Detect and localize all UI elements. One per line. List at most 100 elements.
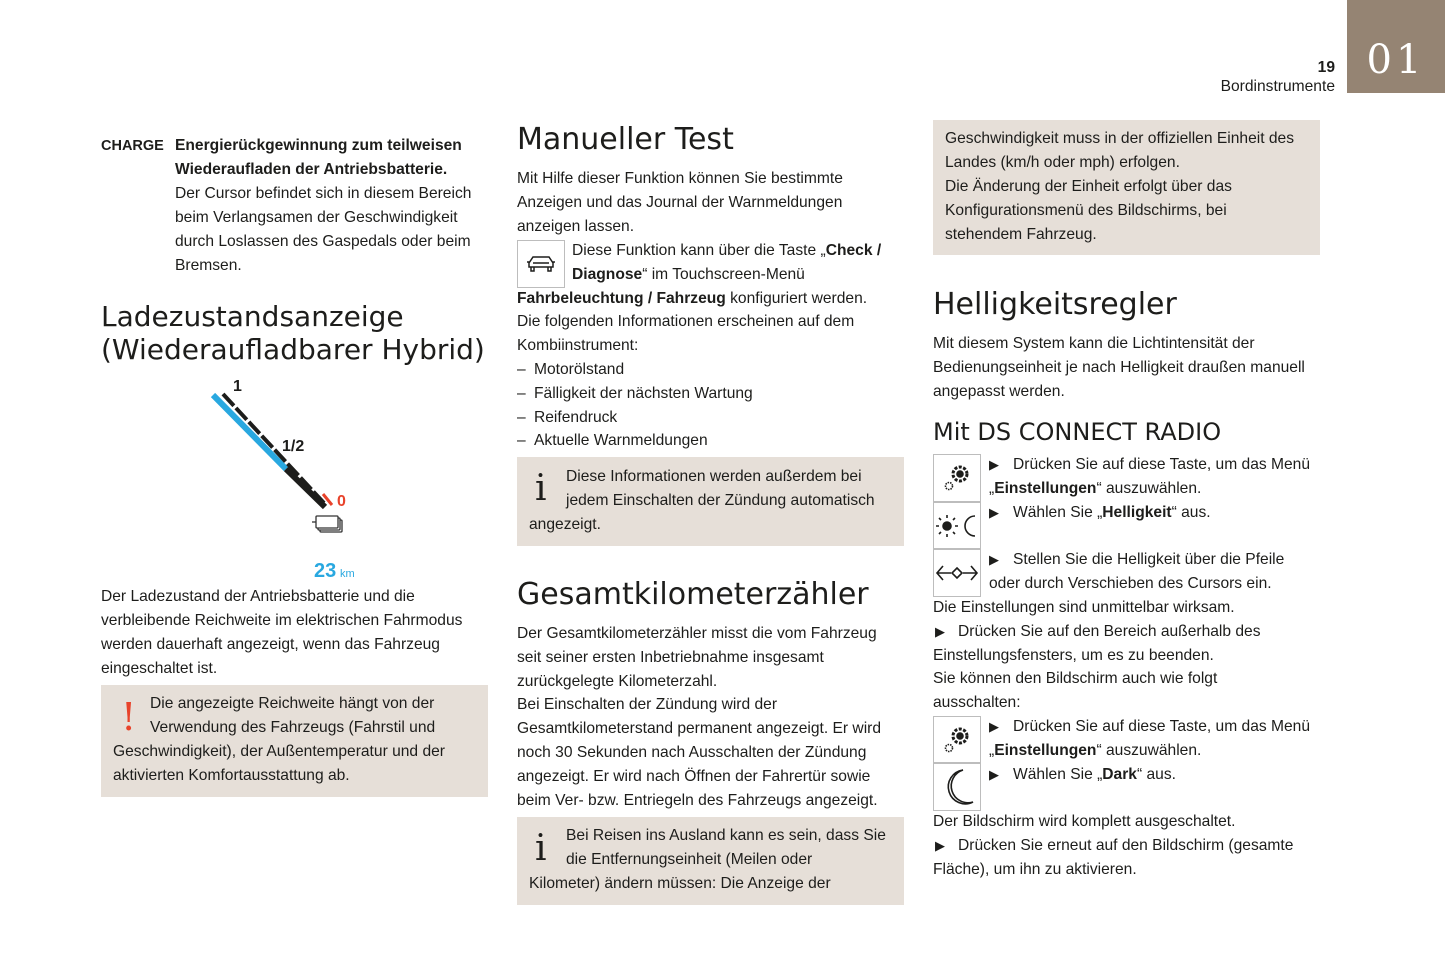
text-line: die Entfernungseinheit (Meilen oder — [566, 851, 813, 868]
bullet-icon: ▶ — [935, 838, 945, 853]
list-item: – Fälligkeit der nächsten Wartung — [517, 382, 753, 406]
text-line: ausschalten: — [933, 694, 1021, 711]
battery-icon — [312, 515, 343, 533]
range-unit: km — [340, 568, 355, 580]
text-line: Die Änderung der Einheit erfolgt über da… — [945, 178, 1232, 195]
text: “ auszuwählen. — [1096, 742, 1202, 759]
gauge-blue-bar — [210, 392, 289, 472]
gauge-black-track — [221, 392, 326, 505]
text-line: Mit diesem System kann die Lichtintensit… — [933, 335, 1255, 352]
text-line: jedem Einschalten der Zündung automatisc… — [566, 492, 875, 509]
text-line: Bedienungseinheit je nach Helligkeit dra… — [933, 359, 1305, 376]
text-line: Der Cursor befindet sich in diesem Berei… — [175, 185, 472, 202]
text-line: verbleibende Reichweite im elektrischen … — [101, 612, 463, 629]
dash: – — [517, 385, 526, 402]
text-line: noch 30 Sekunden nach Ausschalten der Zü… — [517, 744, 867, 761]
list-item-text: Fälligkeit der nächsten Wartung — [534, 385, 753, 402]
gauge-label-empty: 0 — [337, 493, 346, 510]
list-item: – Aktuelle Warnmeldungen — [517, 429, 708, 453]
dash: – — [517, 361, 526, 378]
step-line: ▶ Wählen Sie „Dark“ aus. — [989, 763, 1176, 787]
text-line: Diese Informationen werden außerdem bei — [566, 468, 862, 485]
dash: – — [517, 432, 526, 449]
text-line: Konfigurationsmenü des Bildschirms, bei — [945, 202, 1227, 219]
text: Diese Funktion kann über die Taste „ — [572, 242, 826, 259]
text: Drücken Sie auf diese Taste, um das Menü — [1013, 456, 1311, 473]
text-line: Fahrbeleuchtung / Fahrzeug konfiguriert … — [517, 287, 867, 311]
gauge-label-full: 1 — [233, 378, 242, 395]
dash: – — [517, 409, 526, 426]
text: “ im Touchscreen-Menü — [642, 266, 805, 283]
text-line: durch Loslassen des Gaspedals oder beim — [175, 233, 471, 250]
text-line: aktivierten Komfortausstattung ab. — [113, 767, 350, 784]
text: Wählen Sie „ — [1013, 504, 1103, 521]
gauge-black-bar — [283, 466, 328, 510]
exclamation-icon: ! — [121, 695, 137, 739]
text-line: stehendem Fahrzeug. — [945, 226, 1097, 243]
text: „ — [989, 480, 995, 497]
text: “ aus. — [1136, 766, 1176, 783]
arrows-button-icon — [933, 549, 981, 597]
text-line: anzeigen lassen. — [517, 218, 635, 235]
chapter-tab[interactable]: 01 — [1347, 0, 1445, 93]
list-item-text: Aktuelle Warnmeldungen — [534, 432, 708, 449]
text-line: Der Bildschirm wird komplett ausgeschalt… — [933, 813, 1236, 830]
text-line: Sie können den Bildschirm auch wie folgt — [933, 670, 1218, 687]
text-line: seit seiner ersten Inbetriebnahme insges… — [517, 649, 824, 666]
heading-brightness: Helligkeitsregler — [933, 287, 1177, 322]
bullet-icon: ▶ — [989, 719, 999, 734]
text: Drücken Sie erneut auf den Bildschirm (g… — [958, 837, 1294, 854]
step-line: ▶ Drücken Sie auf diese Taste, um das Me… — [989, 453, 1310, 477]
menu-term: Check / — [825, 242, 882, 259]
moon-icon — [947, 769, 974, 805]
text-line: angepasst werden. — [933, 383, 1065, 400]
charge-label: CHARGE — [101, 138, 164, 154]
list-item-text: Motorölstand — [534, 361, 625, 378]
text-line: Fläche), um ihn zu aktivieren. — [933, 861, 1137, 878]
menu-term: Helligkeit — [1102, 504, 1172, 521]
settings-icon — [944, 727, 969, 752]
brightness-icon — [936, 514, 976, 537]
text-line: Die Einstellungen sind unmittelbar wirks… — [933, 599, 1235, 616]
text-line: Diese Funktion kann über die Taste „Chec… — [572, 239, 881, 263]
step-line: ▶ Stellen Sie die Helligkeit über die Pfe… — [989, 548, 1284, 572]
list-item: – Reifendruck — [517, 406, 617, 430]
text-line: Der Gesamtkilometerzähler misst die vom … — [517, 625, 877, 642]
text-line: beim Verlangsamen der Geschwindigkeit — [175, 209, 458, 226]
warning-box: ! Die angezeigte Reichweite hängt von de… — [101, 685, 488, 797]
text-line: werden dauerhaft angezeigt, wenn das Fah… — [101, 636, 440, 653]
text-line: Bei Reisen ins Ausland kann es sein, das… — [566, 827, 886, 844]
step-line: ▶ Drücken Sie erneut auf den Bildschirm (… — [935, 834, 1293, 858]
text-line: Kilometer) ändern müssen: Die Anzeige de… — [529, 875, 831, 892]
heading-odometer: Gesamtkilometerzähler — [517, 577, 869, 612]
text-line: angezeigt. Er wird nach Öffnen der Fahre… — [517, 768, 871, 785]
info-icon: i — [535, 468, 547, 509]
dark-button-icon — [933, 763, 981, 811]
text: konfiguriert werden. — [725, 290, 868, 307]
text-line: „Einstellungen“ auszuwählen. — [989, 477, 1201, 501]
section-title: Bordinstrumente — [1220, 78, 1335, 95]
gauge-red-zone — [321, 493, 334, 506]
car-icon — [527, 256, 555, 272]
gauge-label-half: 1/2 — [282, 438, 304, 455]
text-line: Wiederaufladen der Antriebsbatterie. — [175, 161, 448, 178]
settings-button-icon — [933, 716, 981, 763]
heading-charge-indicator: Ladezustandsanzeige (Wiederaufladbarer H… — [101, 300, 485, 366]
text-line: angezeigt. — [529, 516, 601, 533]
text: „ — [989, 742, 995, 759]
step-line: ▶ Wählen Sie „Helligkeit“ aus. — [989, 501, 1211, 525]
text-line: Anzeigen und das Journal der Warnmeldung… — [517, 194, 843, 211]
step-line: ▶ Drücken Sie auf diese Taste, um das Men… — [989, 715, 1310, 739]
text: “ auszuwählen. — [1096, 480, 1202, 497]
text: Drücken Sie auf diese Taste, um das Menü — [1013, 718, 1311, 735]
info-icon: i — [535, 828, 547, 869]
text: Stellen Sie die Helligkeit über die Pfei… — [1013, 551, 1285, 568]
menu-term: Diagnose — [572, 266, 643, 283]
info-box: i Diese Informationen werden außerdem be… — [517, 457, 904, 546]
menu-term: Einstellungen — [994, 480, 1097, 497]
bullet-icon: ▶ — [989, 505, 999, 520]
bullet-icon: ▶ — [989, 552, 999, 567]
heading-manual-test: Manueller Test — [517, 122, 734, 157]
text-line: Landes (km/h oder mph) erfolgen. — [945, 154, 1180, 171]
